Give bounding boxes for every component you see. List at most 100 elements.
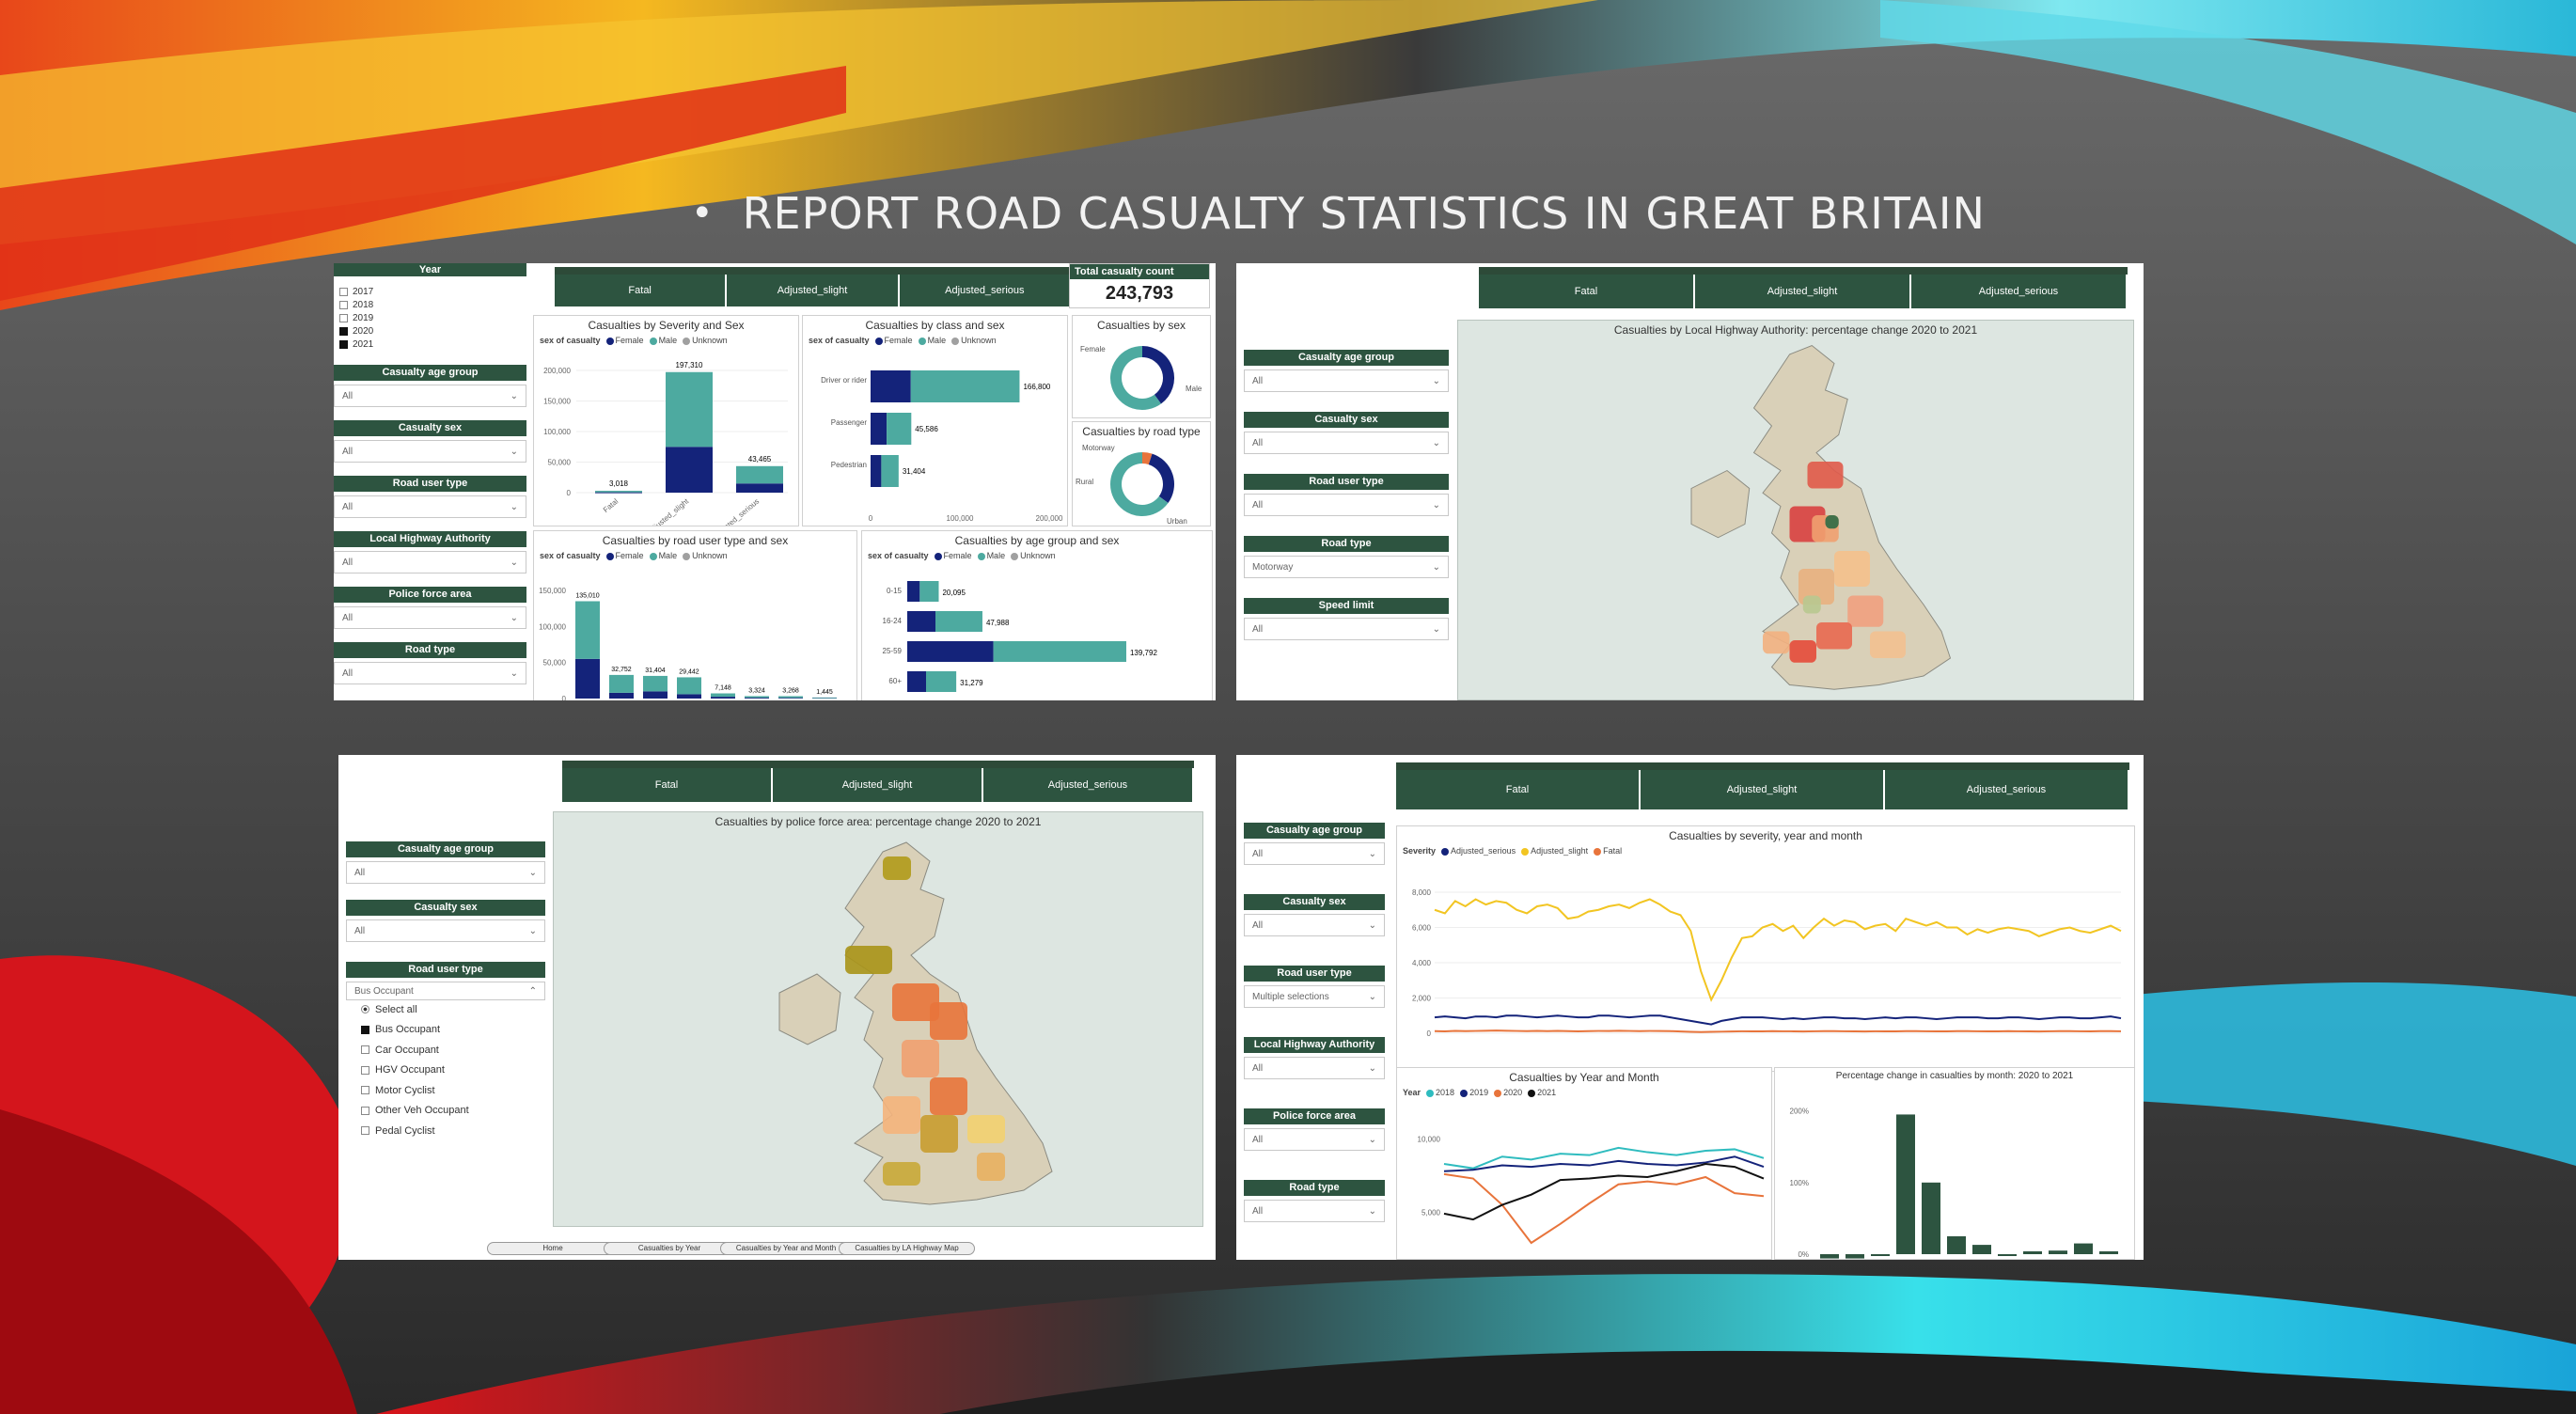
- x-tick: Adjusted_slight: [646, 496, 691, 526]
- nav-button[interactable]: Casualties by LA Highway Map: [839, 1242, 975, 1255]
- y-tick: 4,000: [1412, 959, 1432, 967]
- road-user-option[interactable]: Motor Cyclist: [361, 1080, 469, 1101]
- chevron-down-icon: ⌄: [510, 668, 518, 679]
- ribbon-tab-slight[interactable]: Adjusted_slight: [1641, 770, 1885, 809]
- y-tick: 5,000: [1422, 1208, 1441, 1217]
- bar-total: 31,279: [960, 679, 983, 687]
- agegroup-chart-legend: sex of casualty Female Male Unknown: [862, 551, 1212, 560]
- severity-line-legend: Severity Adjusted_serious Adjusted_slight F…: [1397, 846, 2134, 856]
- y-tick: 0%: [1798, 1250, 1809, 1259]
- slicer-dropdown[interactable]: All ⌄: [334, 551, 526, 573]
- ribbon-tab-slight[interactable]: Adjusted_slight: [727, 275, 900, 306]
- nav-button[interactable]: Casualties by Year: [604, 1242, 735, 1255]
- severity-sex-chart: Casualties by Severity and Sex sex of ca…: [533, 315, 799, 526]
- slicer-dropdown[interactable]: All ⌄: [334, 662, 526, 684]
- title-text: REPORT ROAD CASUALTY STATISTICS IN GREAT…: [742, 188, 1986, 239]
- region: [1789, 640, 1816, 663]
- kpi-value: 243,793: [1105, 283, 1174, 304]
- year-option[interactable]: 2019: [339, 311, 373, 324]
- slicer-dropdown[interactable]: All ⌄: [1244, 432, 1449, 454]
- slicer-dropdown[interactable]: All ⌄: [1244, 618, 1449, 640]
- slicer-5: Road type All ⌄: [1244, 1180, 1385, 1222]
- bar: [871, 455, 882, 487]
- year-option[interactable]: 2021: [339, 338, 373, 351]
- legend-dot: [874, 337, 883, 345]
- region: [902, 1040, 939, 1077]
- slicer-header: Casualty sex: [1244, 894, 1385, 910]
- ribbon-tab-slight[interactable]: Adjusted_slight: [773, 768, 983, 802]
- legend-dot: [1426, 1089, 1435, 1097]
- legend-item: Male: [658, 336, 678, 345]
- agegroup-chart-title: Casualties by age group and sex: [954, 534, 1120, 547]
- slicer-dropdown[interactable]: All ⌄: [346, 919, 545, 942]
- ribbon-tab-serious[interactable]: Adjusted_serious: [1885, 770, 2129, 809]
- slicer-dropdown[interactable]: All ⌄: [334, 440, 526, 463]
- region: [892, 983, 939, 1021]
- region: [930, 1002, 967, 1040]
- slicer-dropdown[interactable]: All ⌄: [334, 385, 526, 407]
- ribbon-tab-fatal[interactable]: Fatal: [1396, 770, 1641, 809]
- year-month-chart: Casualties by Year and Month Year 2018 201…: [1396, 1067, 1772, 1260]
- slicer-dropdown[interactable]: All ⌄: [1244, 1128, 1385, 1151]
- gb-highway-map-shape: [1690, 344, 1952, 690]
- slicer-dropdown[interactable]: All ⌄: [1244, 1200, 1385, 1222]
- slicer-dropdown[interactable]: Motorway ⌄: [1244, 556, 1449, 578]
- bar: [666, 447, 713, 493]
- bar: [677, 694, 701, 699]
- y-tick: 2,000: [1412, 995, 1432, 1003]
- road-user-option[interactable]: HGV Occupant: [361, 1060, 469, 1081]
- legend-item: Unknown: [692, 336, 728, 345]
- road-user-option[interactable]: Bus Occupant: [361, 1020, 469, 1041]
- slicer-dropdown[interactable]: All ⌄: [1244, 494, 1449, 516]
- chevron-down-icon: ⌄: [510, 557, 518, 568]
- bar: [993, 641, 1126, 662]
- ribbon-tab-serious[interactable]: Adjusted_serious: [899, 275, 1072, 306]
- bar-total: 3,324: [748, 687, 765, 694]
- ribbon-tab-fatal[interactable]: Fatal: [562, 768, 773, 802]
- bar: [871, 413, 887, 445]
- year-option[interactable]: 2018: [339, 298, 373, 311]
- road-user-dropdown[interactable]: Bus Occupant ⌃: [346, 982, 545, 1000]
- police-force-map: Casualties by police force area: percent…: [553, 811, 1203, 1227]
- nav-button[interactable]: Home: [487, 1242, 619, 1255]
- legend-item: Female: [943, 551, 972, 560]
- year-option[interactable]: 2020: [339, 324, 373, 338]
- slicer-value: All: [354, 925, 366, 936]
- checkbox-icon: [339, 326, 348, 336]
- chevron-up-icon: ⌃: [528, 985, 537, 997]
- slicer-dropdown[interactable]: All ⌄: [346, 861, 545, 884]
- ribbon-tab-slight[interactable]: Adjusted_slight: [1695, 275, 1911, 308]
- slicer-header: Casualty age group: [1244, 350, 1449, 366]
- slicer-header: Local Highway Authority: [334, 531, 526, 547]
- road-user-option[interactable]: Select all: [361, 999, 469, 1020]
- slicer-value: All: [1252, 375, 1264, 386]
- donut-slice: [1110, 346, 1161, 410]
- ribbon-tab-fatal[interactable]: Fatal: [555, 275, 728, 306]
- slicer-dropdown[interactable]: All ⌄: [1244, 842, 1385, 865]
- road-user-option[interactable]: Pedal Cyclist: [361, 1121, 469, 1141]
- checkbox-icon: [361, 1045, 369, 1055]
- road-user-option[interactable]: Other Veh Occupant: [361, 1101, 469, 1122]
- ribbon-tab-fatal[interactable]: Fatal: [1479, 275, 1695, 308]
- slicer-1: Casualty sex All ⌄: [1244, 412, 1449, 454]
- slicer-dropdown[interactable]: All ⌄: [334, 495, 526, 518]
- severity-year-month-chart: Casualties by severity, year and month S…: [1396, 825, 2135, 1072]
- slicer-dropdown[interactable]: All ⌄: [1244, 914, 1385, 936]
- bar-total: 3,018: [609, 479, 629, 488]
- bar: [907, 641, 994, 662]
- slicer-value: All: [342, 557, 353, 568]
- bar: [643, 675, 668, 692]
- slicer-dropdown[interactable]: All ⌄: [1244, 369, 1449, 392]
- chevron-down-icon: ⌄: [1368, 1134, 1376, 1145]
- slicer-dropdown[interactable]: All ⌄: [1244, 1057, 1385, 1079]
- year-option[interactable]: 2017: [339, 285, 373, 298]
- nav-button[interactable]: Casualties by Year and Month: [720, 1242, 852, 1255]
- checkbox-icon: [339, 339, 348, 349]
- slicer-2: Road user type All ⌄: [334, 476, 526, 518]
- ribbon-tab-serious[interactable]: Adjusted_serious: [983, 768, 1194, 802]
- slicer-dropdown[interactable]: All ⌄: [334, 606, 526, 629]
- road-user-option[interactable]: Car Occupant: [361, 1040, 469, 1060]
- ribbon-tab-serious[interactable]: Adjusted_serious: [1911, 275, 2128, 308]
- road-user-label: Pedal Cyclist: [375, 1124, 435, 1137]
- slicer-dropdown[interactable]: Multiple selections ⌄: [1244, 985, 1385, 1008]
